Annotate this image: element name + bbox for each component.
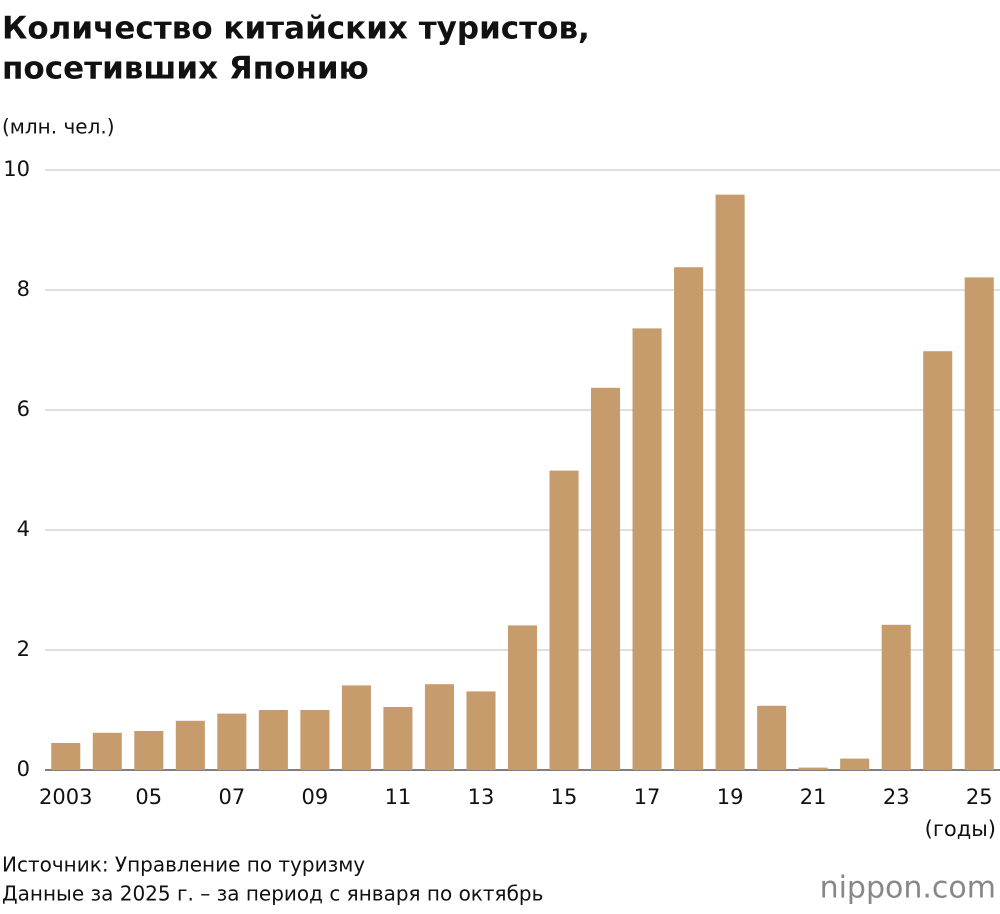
y-axis-label: (млн. чел.) xyxy=(2,115,115,139)
chart-title-line: Количество китайских туристов, xyxy=(2,11,590,47)
y-tick-label: 10 xyxy=(3,157,30,181)
bar xyxy=(175,720,205,770)
y-tick-label: 6 xyxy=(17,397,30,421)
x-axis-label: (годы) xyxy=(925,817,996,841)
bar xyxy=(51,743,81,770)
bar xyxy=(923,351,953,770)
x-tick-label: 19 xyxy=(717,785,744,809)
x-tick-label: 15 xyxy=(551,785,578,809)
bar xyxy=(341,685,371,770)
bar xyxy=(466,691,496,770)
y-tick-label: 0 xyxy=(17,757,30,781)
bar xyxy=(300,710,330,770)
bar xyxy=(757,705,787,770)
bar xyxy=(383,707,413,770)
y-tick-label: 2 xyxy=(17,637,30,661)
bar xyxy=(258,710,288,770)
x-tick-label: 23 xyxy=(883,785,910,809)
bar xyxy=(674,267,704,770)
x-tick-label: 09 xyxy=(302,785,329,809)
chart-title-line: посетивших Японию xyxy=(2,51,369,87)
x-tick-label: 21 xyxy=(800,785,827,809)
bar xyxy=(798,767,828,770)
x-tick-label: 07 xyxy=(218,785,245,809)
y-tick-label: 8 xyxy=(17,277,30,301)
x-tick-label: 11 xyxy=(385,785,412,809)
bar xyxy=(92,732,122,770)
x-tick-label: 05 xyxy=(135,785,162,809)
source-note: Данные за 2025 г. – за период с января п… xyxy=(2,882,543,906)
bar xyxy=(507,625,538,770)
bar xyxy=(134,731,164,770)
bar xyxy=(632,328,662,770)
source-note: Источник: Управление по туризму xyxy=(2,853,365,877)
bar xyxy=(549,470,579,770)
bar xyxy=(715,194,745,771)
x-tick-label: 13 xyxy=(468,785,495,809)
bar xyxy=(591,387,621,770)
bar xyxy=(217,713,247,770)
x-tick-label: 17 xyxy=(634,785,661,809)
x-tick-label: 25 xyxy=(966,785,993,809)
bar xyxy=(881,624,911,770)
y-tick-label: 4 xyxy=(17,517,30,541)
x-tick-label: 2003 xyxy=(39,785,92,809)
bar xyxy=(964,277,994,770)
bar xyxy=(424,684,454,770)
bar xyxy=(840,758,870,770)
logo: nippon.com xyxy=(820,871,996,906)
